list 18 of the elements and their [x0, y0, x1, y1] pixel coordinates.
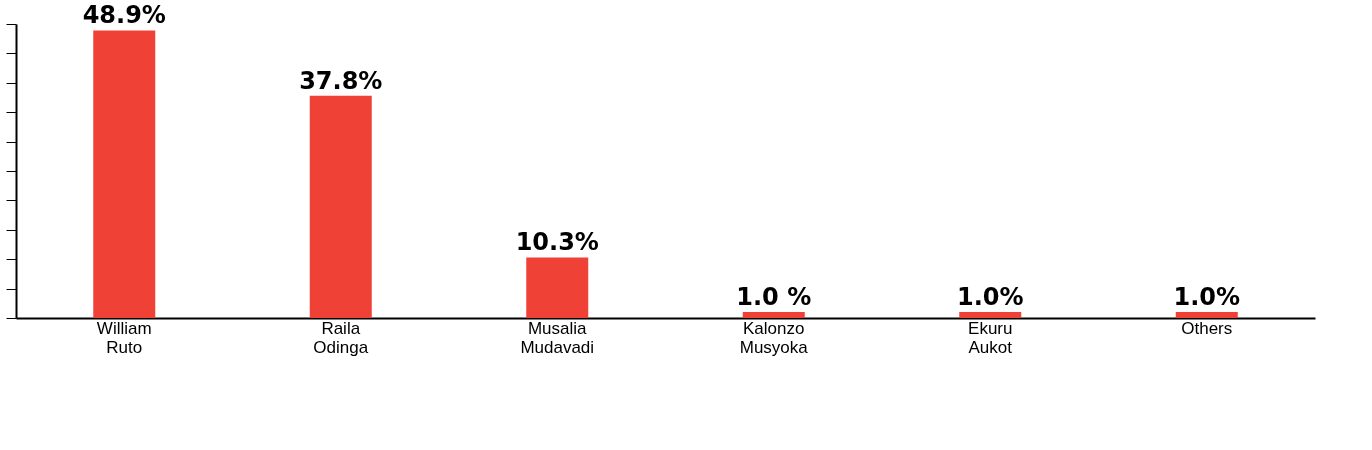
x-tick-label: Raila Odinga	[313, 318, 369, 357]
x-tick-label: Others	[1181, 318, 1233, 338]
data-label: 37.8%	[299, 66, 383, 95]
data-label: 10.3%	[515, 228, 599, 257]
x-tick-label: Ekuru Aukot	[968, 318, 1013, 357]
x-tick-label: Musalia Mudavadi	[520, 318, 595, 357]
data-label: 1.0%	[956, 283, 1024, 312]
data-label: 48.9%	[82, 1, 166, 30]
bar	[1175, 312, 1238, 318]
data-label: 1.0 %	[736, 283, 812, 312]
bar	[742, 312, 805, 318]
x-tick-label: William Ruto	[96, 318, 152, 357]
data-label: 1.0%	[1173, 283, 1241, 312]
bar	[93, 30, 156, 318]
bar	[959, 312, 1022, 318]
x-tick-label: Kalonzo Musyoka	[739, 318, 809, 357]
bar	[309, 95, 372, 318]
bar	[526, 257, 589, 318]
